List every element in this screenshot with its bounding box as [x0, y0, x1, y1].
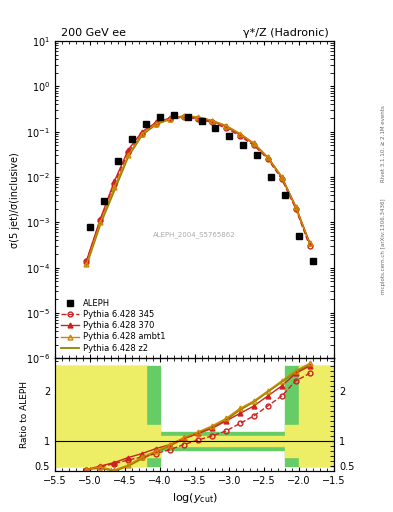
- Pythia 6.428 ambt1: [98, 219, 103, 225]
- Pythia 6.428 z2: [140, 132, 145, 138]
- Pythia 6.428 370: [252, 140, 256, 146]
- Pythia 6.428 370: [224, 123, 228, 130]
- Pythia 6.428 345: [307, 243, 312, 249]
- ALEPH: [88, 224, 92, 230]
- Pythia 6.428 ambt1: [84, 261, 89, 267]
- Pythia 6.428 345: [140, 131, 145, 137]
- Pythia 6.428 z2: [237, 131, 242, 137]
- Pythia 6.428 ambt1: [279, 174, 284, 180]
- Pythia 6.428 z2: [307, 240, 312, 246]
- Pythia 6.428 ambt1: [126, 152, 130, 158]
- Pythia 6.428 ambt1: [224, 123, 228, 129]
- Pythia 6.428 345: [293, 206, 298, 212]
- Pythia 6.428 345: [224, 125, 228, 131]
- ALEPH: [227, 133, 232, 139]
- Pythia 6.428 ambt1: [307, 240, 312, 246]
- ALEPH: [157, 114, 162, 120]
- ALEPH: [269, 174, 274, 180]
- Text: Rivet 3.1.10, ≥ 2.1M events: Rivet 3.1.10, ≥ 2.1M events: [381, 105, 386, 182]
- ALEPH: [171, 112, 176, 118]
- Pythia 6.428 370: [293, 204, 298, 210]
- ALEPH: [255, 152, 260, 158]
- ALEPH: [101, 198, 106, 204]
- Pythia 6.428 345: [154, 121, 158, 127]
- Pythia 6.428 370: [182, 113, 186, 119]
- Pythia 6.428 z2: [182, 113, 186, 119]
- Pythia 6.428 z2: [196, 114, 200, 120]
- Pythia 6.428 345: [196, 116, 200, 122]
- Pythia 6.428 z2: [168, 116, 173, 122]
- Pythia 6.428 345: [84, 258, 89, 264]
- Pythia 6.428 370: [265, 155, 270, 161]
- Pythia 6.428 ambt1: [293, 204, 298, 210]
- Pythia 6.428 ambt1: [168, 116, 173, 122]
- Pythia 6.428 370: [196, 115, 200, 121]
- Pythia 6.428 ambt1: [182, 113, 186, 119]
- Pythia 6.428 z2: [84, 263, 89, 269]
- Line: Pythia 6.428 370: Pythia 6.428 370: [84, 114, 312, 264]
- Pythia 6.428 370: [126, 146, 130, 153]
- Pythia 6.428 z2: [265, 155, 270, 161]
- Pythia 6.428 370: [154, 119, 158, 125]
- Pythia 6.428 370: [140, 129, 145, 135]
- Pythia 6.428 ambt1: [209, 118, 214, 124]
- Pythia 6.428 370: [112, 178, 117, 184]
- Pythia 6.428 z2: [224, 123, 228, 129]
- Text: ALEPH_2004_S5765862: ALEPH_2004_S5765862: [153, 231, 236, 238]
- Pythia 6.428 345: [252, 142, 256, 148]
- Pythia 6.428 345: [112, 181, 117, 187]
- Pythia 6.428 370: [279, 174, 284, 180]
- Pythia 6.428 z2: [126, 154, 130, 160]
- Pythia 6.428 ambt1: [196, 114, 200, 120]
- Pythia 6.428 z2: [209, 118, 214, 124]
- Pythia 6.428 370: [237, 132, 242, 138]
- Pythia 6.428 345: [182, 114, 186, 120]
- Pythia 6.428 ambt1: [140, 131, 145, 137]
- ALEPH: [213, 125, 218, 131]
- Pythia 6.428 345: [279, 176, 284, 182]
- Pythia 6.428 345: [98, 218, 103, 224]
- Pythia 6.428 ambt1: [154, 121, 158, 127]
- Pythia 6.428 370: [307, 240, 312, 246]
- Pythia 6.428 z2: [154, 121, 158, 127]
- Pythia 6.428 ambt1: [112, 184, 117, 190]
- Text: γ*/Z (Hadronic): γ*/Z (Hadronic): [243, 28, 329, 38]
- Pythia 6.428 z2: [279, 174, 284, 180]
- Pythia 6.428 ambt1: [265, 155, 270, 161]
- Pythia 6.428 370: [168, 115, 173, 121]
- Line: Pythia 6.428 345: Pythia 6.428 345: [84, 115, 312, 264]
- ALEPH: [311, 258, 316, 264]
- Y-axis label: σ(5 jet)/σ(inclusive): σ(5 jet)/σ(inclusive): [10, 152, 20, 248]
- Pythia 6.428 z2: [252, 140, 256, 146]
- Line: ALEPH: ALEPH: [87, 112, 316, 264]
- Pythia 6.428 ambt1: [237, 131, 242, 137]
- ALEPH: [185, 114, 190, 120]
- Pythia 6.428 345: [209, 119, 214, 125]
- ALEPH: [297, 233, 301, 239]
- Legend: ALEPH, Pythia 6.428 345, Pythia 6.428 370, Pythia 6.428 ambt1, Pythia 6.428 z2: ALEPH, Pythia 6.428 345, Pythia 6.428 37…: [59, 297, 167, 354]
- Pythia 6.428 370: [98, 216, 103, 222]
- Line: Pythia 6.428 z2: Pythia 6.428 z2: [86, 116, 310, 266]
- Text: mcplots.cern.ch [arXiv:1306.3436]: mcplots.cern.ch [arXiv:1306.3436]: [381, 198, 386, 293]
- Pythia 6.428 z2: [293, 204, 298, 210]
- ALEPH: [116, 158, 120, 164]
- Pythia 6.428 345: [168, 116, 173, 122]
- Pythia 6.428 345: [237, 133, 242, 139]
- ALEPH: [129, 136, 134, 142]
- ALEPH: [241, 142, 246, 148]
- Pythia 6.428 z2: [98, 221, 103, 227]
- X-axis label: $\mathrm{log}(y_{\mathrm{cut}})$: $\mathrm{log}(y_{\mathrm{cut}})$: [172, 492, 217, 505]
- Pythia 6.428 370: [84, 258, 89, 264]
- Pythia 6.428 ambt1: [252, 140, 256, 146]
- ALEPH: [283, 192, 288, 198]
- Pythia 6.428 345: [265, 156, 270, 162]
- Pythia 6.428 z2: [112, 187, 117, 194]
- Pythia 6.428 345: [126, 150, 130, 156]
- Text: 200 GeV ee: 200 GeV ee: [61, 28, 126, 38]
- ALEPH: [143, 121, 148, 127]
- ALEPH: [199, 118, 204, 124]
- Y-axis label: Ratio to ALEPH: Ratio to ALEPH: [20, 381, 29, 448]
- Line: Pythia 6.428 ambt1: Pythia 6.428 ambt1: [84, 114, 312, 267]
- Pythia 6.428 370: [209, 118, 214, 124]
